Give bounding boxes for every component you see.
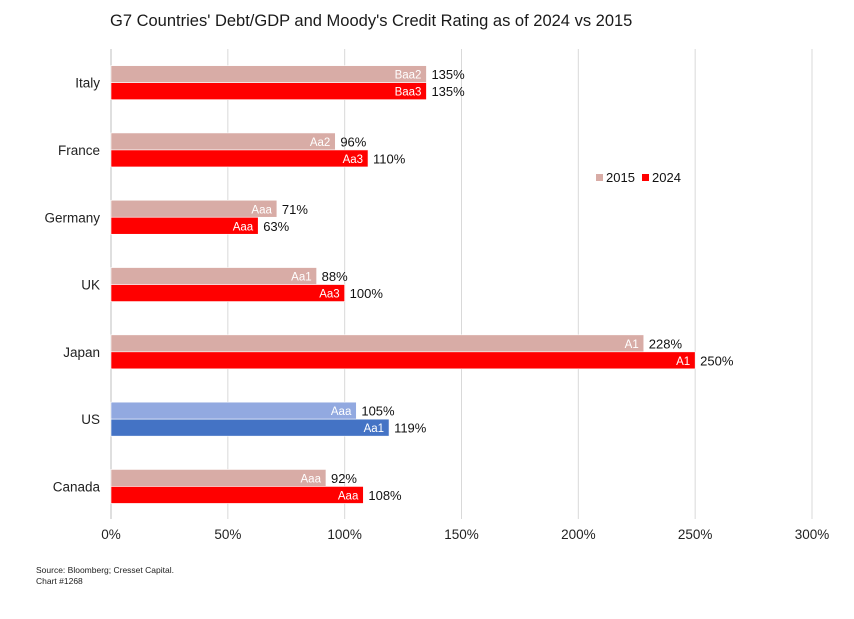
- bar-value-label: 228%: [649, 336, 683, 351]
- bar-rating-label: Aa2: [310, 137, 330, 149]
- bar: [110, 267, 317, 285]
- bar-rating-label: Aa1: [291, 272, 311, 284]
- bar-value-label: 250%: [700, 353, 734, 368]
- bar-rating-label: Aaa: [233, 221, 254, 233]
- x-tick-label: 100%: [327, 527, 362, 542]
- bar: [110, 401, 357, 420]
- bar-rating-label: Aaa: [301, 473, 322, 485]
- category-label: Japan: [63, 345, 100, 360]
- bar-value-label: 135%: [431, 67, 465, 82]
- bar-value-label: 88%: [322, 269, 348, 284]
- bar: [110, 132, 336, 151]
- chart-number: Chart #1268: [36, 576, 83, 586]
- legend-entry: 2015: [606, 170, 635, 185]
- bar-rating-label: Aaa: [338, 490, 359, 502]
- bar-rating-label: Aaa: [251, 204, 272, 216]
- bar-value-label: 108%: [368, 488, 402, 503]
- bar-value-label: 110%: [373, 151, 406, 166]
- x-tick-label: 200%: [561, 527, 596, 542]
- bar-value-label: 119%: [394, 421, 427, 436]
- bar-value-label: 100%: [350, 286, 384, 301]
- category-label: Italy: [75, 76, 100, 91]
- category-label: France: [58, 143, 100, 158]
- x-tick-label: 250%: [678, 527, 713, 542]
- bar: [110, 65, 427, 83]
- category-label: UK: [81, 278, 100, 293]
- bar-value-label: 96%: [340, 134, 366, 149]
- bar: [110, 149, 369, 168]
- x-tick-label: 300%: [795, 527, 830, 542]
- bar-rating-label: Aa3: [319, 289, 339, 301]
- bar-rating-label: Aaa: [331, 406, 352, 418]
- bar: [110, 486, 364, 504]
- bar-value-label: 135%: [431, 84, 465, 99]
- bar: [110, 418, 390, 437]
- category-label: Germany: [44, 210, 100, 225]
- source-text: Source: Bloomberg; Cresset Capital.: [36, 565, 174, 575]
- bar: [110, 284, 345, 302]
- bar-value-label: 71%: [282, 202, 308, 217]
- bar: [110, 216, 259, 235]
- legend-entry: 2024: [652, 170, 681, 185]
- bar: [110, 351, 696, 370]
- bar: [110, 82, 427, 100]
- category-label: US: [81, 412, 100, 427]
- bar-rating-label: A1: [625, 339, 639, 351]
- bar: [110, 334, 645, 353]
- legend-swatch: [642, 174, 649, 181]
- source-note: Source: Bloomberg; Cresset Capital. Char…: [36, 565, 174, 587]
- bar-value-label: 105%: [361, 404, 395, 419]
- x-tick-label: 150%: [444, 527, 479, 542]
- bar: [110, 469, 327, 487]
- bar-rating-label: A1: [676, 356, 690, 368]
- bar-rating-label: Aa3: [343, 154, 363, 166]
- bar-chart: 0% 50% 100% 150% 200% 250% 300% Italy Baa2 135% Ba…: [44, 49, 830, 542]
- bar-rating-label: Baa2: [395, 70, 422, 82]
- x-tick-label: 50%: [214, 527, 241, 542]
- chart-title: G7 Countries' Debt/GDP and Moody's Credi…: [110, 12, 633, 30]
- category-label: Canada: [53, 479, 101, 494]
- bar-rating-label: Baa3: [395, 87, 422, 99]
- bar-value-label: 92%: [331, 471, 357, 486]
- x-tick-label: 0%: [101, 527, 121, 542]
- bar-rating-label: Aa1: [364, 423, 384, 435]
- bar-value-label: 63%: [263, 219, 289, 234]
- legend-swatch: [596, 174, 603, 181]
